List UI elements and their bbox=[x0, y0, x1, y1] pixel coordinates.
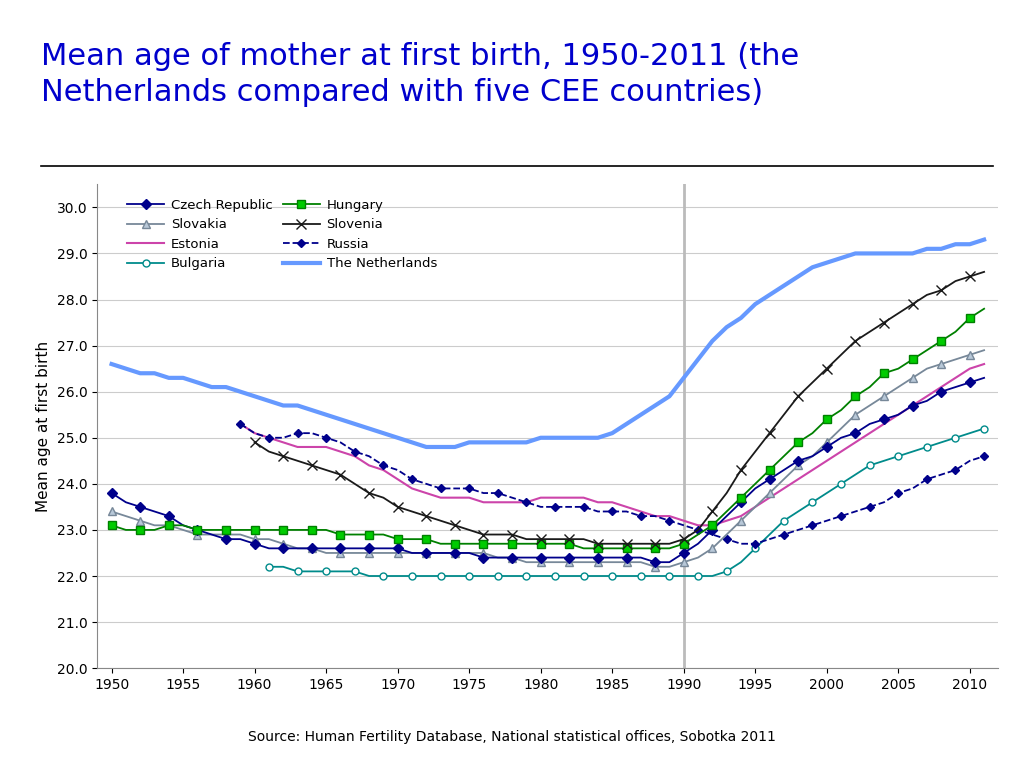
Line: The Netherlands: The Netherlands bbox=[112, 240, 984, 447]
Czech Republic bbox=[978, 373, 990, 382]
Russia bbox=[735, 539, 748, 548]
The Netherlands bbox=[549, 433, 561, 442]
Czech Republic bbox=[535, 553, 547, 562]
Line: Slovenia: Slovenia bbox=[250, 267, 989, 548]
Slovenia bbox=[306, 461, 318, 470]
Slovenia bbox=[249, 438, 261, 447]
Slovakia bbox=[635, 558, 647, 567]
Slovakia bbox=[649, 562, 662, 571]
Y-axis label: Mean age at first birth: Mean age at first birth bbox=[36, 341, 51, 511]
Bulgaria bbox=[978, 424, 990, 433]
Hungary bbox=[177, 521, 189, 530]
Russia bbox=[234, 419, 247, 429]
Czech Republic bbox=[334, 544, 346, 553]
Hungary bbox=[278, 525, 290, 535]
Czech Republic bbox=[278, 544, 290, 553]
Russia bbox=[434, 484, 446, 493]
Russia bbox=[820, 516, 833, 525]
Bulgaria bbox=[964, 429, 976, 438]
Bulgaria bbox=[434, 571, 446, 581]
Russia bbox=[664, 516, 676, 525]
Text: Mean age of mother at first birth, 1950-2011 (the
Netherlands compared with five: Mean age of mother at first birth, 1950-… bbox=[41, 42, 799, 108]
The Netherlands bbox=[177, 373, 189, 382]
Hungary bbox=[105, 521, 118, 530]
Estonia bbox=[906, 401, 919, 410]
Estonia bbox=[721, 516, 733, 525]
Slovenia bbox=[707, 507, 719, 516]
Line: Czech Republic: Czech Republic bbox=[109, 374, 987, 566]
Hungary bbox=[878, 369, 890, 378]
Line: Hungary: Hungary bbox=[108, 305, 988, 552]
Slovenia bbox=[978, 267, 990, 276]
Estonia bbox=[434, 493, 446, 502]
Slovakia bbox=[278, 539, 290, 548]
Line: Estonia: Estonia bbox=[241, 364, 984, 525]
Slovenia bbox=[606, 539, 618, 548]
Russia bbox=[978, 452, 990, 461]
Estonia bbox=[692, 521, 705, 530]
Russia bbox=[906, 484, 919, 493]
Line: Bulgaria: Bulgaria bbox=[265, 425, 987, 580]
Bulgaria bbox=[263, 562, 275, 571]
Bulgaria bbox=[792, 507, 804, 516]
Hungary bbox=[535, 539, 547, 548]
Bulgaria bbox=[506, 571, 518, 581]
The Netherlands bbox=[334, 415, 346, 424]
Estonia bbox=[678, 516, 690, 525]
The Netherlands bbox=[105, 359, 118, 369]
Estonia bbox=[234, 419, 247, 429]
Bulgaria bbox=[362, 571, 375, 581]
Slovenia bbox=[506, 530, 518, 539]
Hungary bbox=[578, 544, 590, 553]
Hungary bbox=[334, 530, 346, 539]
Czech Republic bbox=[105, 488, 118, 498]
Czech Republic bbox=[878, 415, 890, 424]
Bulgaria bbox=[750, 544, 762, 553]
Estonia bbox=[820, 456, 833, 465]
Slovakia bbox=[334, 548, 346, 558]
Czech Republic bbox=[177, 521, 189, 530]
Russia bbox=[678, 521, 690, 530]
The Netherlands bbox=[649, 401, 662, 410]
The Netherlands bbox=[978, 235, 990, 244]
Slovakia bbox=[978, 346, 990, 355]
Hungary bbox=[978, 304, 990, 313]
Czech Republic bbox=[635, 553, 647, 562]
Slovakia bbox=[878, 392, 890, 401]
Slovenia bbox=[592, 539, 604, 548]
Legend: Czech Republic, Slovakia, Estonia, Bulgaria, Hungary, Slovenia, Russia, The Neth: Czech Republic, Slovakia, Estonia, Bulga… bbox=[122, 194, 442, 276]
Hungary bbox=[649, 544, 662, 553]
Line: Russia: Russia bbox=[238, 421, 987, 547]
Czech Republic bbox=[649, 558, 662, 567]
Slovakia bbox=[105, 507, 118, 516]
Russia bbox=[707, 530, 719, 539]
Estonia bbox=[664, 511, 676, 521]
Slovakia bbox=[535, 558, 547, 567]
The Netherlands bbox=[420, 442, 432, 452]
Slovenia bbox=[735, 465, 748, 475]
Line: Slovakia: Slovakia bbox=[108, 346, 988, 571]
Estonia bbox=[978, 359, 990, 369]
Bulgaria bbox=[492, 571, 504, 581]
The Netherlands bbox=[278, 401, 290, 410]
Slovenia bbox=[935, 286, 947, 295]
Text: Source: Human Fertility Database, National statistical offices, Sobotka 2011: Source: Human Fertility Database, Nation… bbox=[248, 730, 776, 744]
Slovakia bbox=[177, 525, 189, 535]
The Netherlands bbox=[878, 249, 890, 258]
